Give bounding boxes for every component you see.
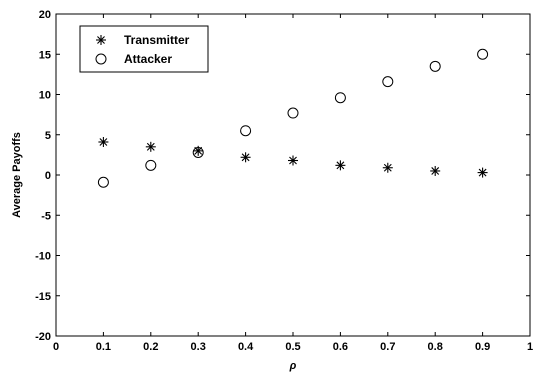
- x-tick-label: 0.3: [191, 341, 206, 353]
- y-tick-label: 0: [45, 170, 51, 182]
- x-tick-label: 0: [53, 341, 59, 353]
- legend: Transmitter Attacker: [79, 25, 209, 73]
- legend-label-attacker: Attacker: [124, 52, 172, 66]
- y-tick-label: 20: [39, 9, 51, 21]
- x-axis-title: ρ: [289, 360, 297, 372]
- y-tick-label: 5: [45, 130, 51, 142]
- attacker-point: [334, 92, 346, 104]
- data-markers: [97, 48, 489, 188]
- attacker-point: [382, 76, 394, 88]
- transmitter-point: [240, 152, 251, 163]
- x-tick-label: 0.6: [333, 341, 348, 353]
- y-tick-label: 15: [39, 49, 51, 61]
- attacker-point: [287, 107, 299, 119]
- x-tick-label: 0.9: [475, 341, 490, 353]
- transmitter-point: [98, 136, 109, 147]
- attacker-point: [240, 125, 252, 137]
- x-tick-label: 0.8: [428, 341, 443, 353]
- y-tick-label: -5: [41, 210, 51, 222]
- transmitter-point: [477, 167, 488, 178]
- y-axis-title: Average Payoffs: [11, 132, 23, 218]
- x-tick-label: 0.5: [285, 341, 300, 353]
- legend-label-transmitter: Transmitter: [124, 33, 190, 47]
- attacker-point: [477, 48, 489, 60]
- attacker-point: [97, 176, 109, 188]
- y-tick-label: -15: [35, 291, 51, 303]
- x-tick-label: 0.7: [380, 341, 395, 353]
- legend-marker-attacker: [95, 53, 107, 65]
- transmitter-point: [382, 162, 393, 173]
- x-tick-label: 0.2: [143, 341, 158, 353]
- y-tick-label: 10: [39, 90, 51, 102]
- transmitter-point: [145, 141, 156, 152]
- transmitter-point: [430, 165, 441, 176]
- axis-ticks: 0 0.1 0.2 0.3 0.4 0.5 0.6 0.7 0.8 0.9 1 -20 -15 -10 -5…: [35, 9, 533, 353]
- attacker-point: [429, 60, 441, 72]
- y-tick-label: -20: [35, 331, 51, 343]
- x-tick-label: 1: [527, 341, 533, 353]
- x-tick-label: 0.1: [96, 341, 111, 353]
- transmitter-point: [288, 155, 298, 166]
- transmitter-point: [335, 160, 346, 171]
- x-tick-label: 0.4: [238, 341, 254, 353]
- attacker-point: [145, 159, 157, 171]
- y-tick-label: -10: [35, 251, 51, 263]
- legend-marker-transmitter: [96, 35, 106, 45]
- attacker-point: [192, 146, 204, 158]
